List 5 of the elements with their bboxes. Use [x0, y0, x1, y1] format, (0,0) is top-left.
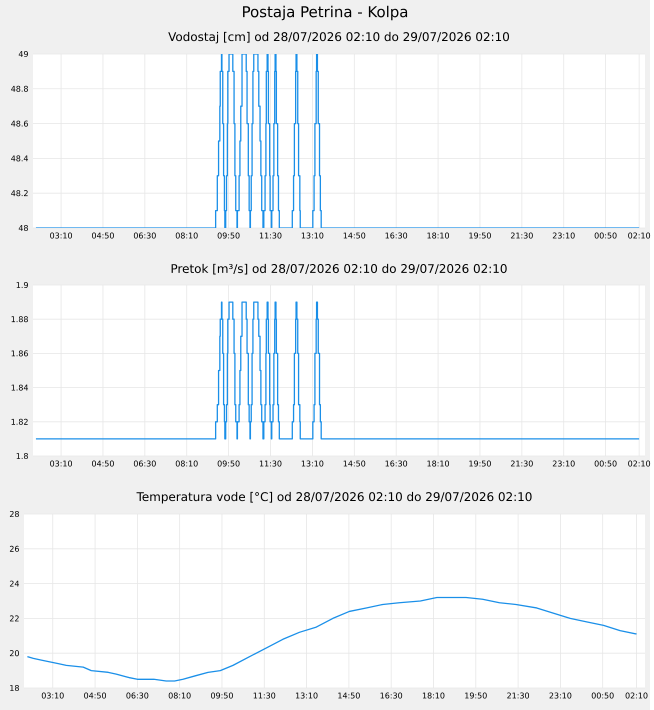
chart-subtitle: Temperatura vode [°C] od 28/07/2026 02:10 do 29/07/2026 02:10: [136, 492, 532, 504]
chart-subtitle: Pretok [m³/s] od 28/07/2026 02:10 do 29/07/2026 02:10: [172, 264, 507, 274]
line-series: [26, 596, 638, 682]
chart-subtitle: Vodostaj [cm] od 28/07/2026 02:10 do 29/07/2026 02:10: [168, 32, 510, 44]
chart-title: Postaja Petrina - Kolpa: [243, 6, 408, 20]
